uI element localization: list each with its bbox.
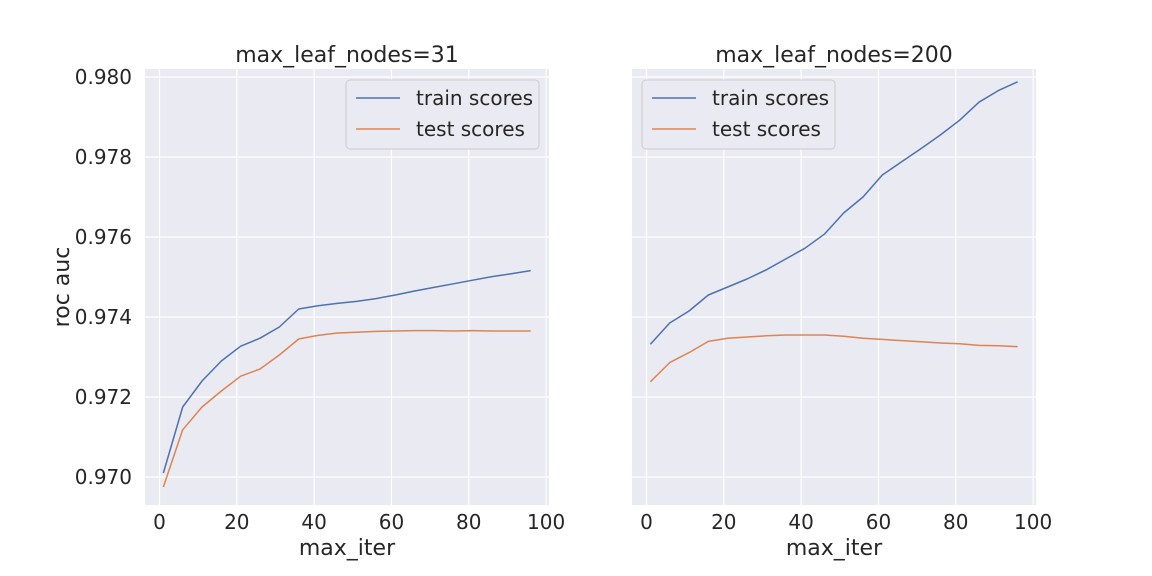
y-tick-label-left: 0.978: [75, 145, 132, 169]
x-ticks-left: 0 20 40 60 80 100: [153, 510, 565, 534]
chart-title-left: max_leaf_nodes=31: [235, 43, 459, 68]
x-tick-label-right: 20: [711, 510, 736, 534]
x-tick-label-right: 60: [866, 510, 891, 534]
subplot-right: 0 20 40 60 80 100 max_leaf_nodes=200 max_iter…: [632, 43, 1052, 561]
x-axis-label-left: max_iter: [299, 536, 396, 561]
x-axis-label-right: max_iter: [786, 536, 883, 561]
series-lines-right: [649, 81, 1018, 383]
test-scores-line-right: [649, 334, 1018, 383]
legend-left: train scores test scores: [345, 79, 540, 150]
x-tick-label-right: 0: [640, 510, 653, 534]
y-tick-label-left: 0.974: [75, 305, 132, 329]
x-tick-label-left: 0: [153, 510, 166, 534]
x-tick-label-left: 60: [379, 510, 404, 534]
y-tick-label-left: 0.972: [75, 385, 132, 409]
grid-right: [632, 69, 1036, 505]
y-ticks-left: 0.970 0.972 0.974 0.976 0.978 0.980: [75, 65, 132, 489]
legend-label-test-left: test scores: [416, 117, 525, 141]
chart-title-right: max_leaf_nodes=200: [715, 43, 953, 68]
y-axis-label-left: roc auc: [50, 247, 75, 328]
legend-label-test-right: test scores: [712, 117, 821, 141]
y-tick-label-left: 0.980: [75, 65, 132, 89]
y-tick-label-left: 0.970: [75, 465, 132, 489]
train-scores-line-right: [649, 81, 1018, 345]
x-tick-label-left: 80: [456, 510, 481, 534]
x-tick-label-right: 40: [788, 510, 813, 534]
train-scores-line-left: [162, 269, 531, 474]
series-lines-left: [162, 269, 531, 488]
x-tick-label-left: 40: [301, 510, 326, 534]
y-tick-label-left: 0.976: [75, 225, 132, 249]
x-tick-label-left: 20: [224, 510, 249, 534]
legend-right: train scores test scores: [641, 79, 836, 150]
test-scores-line-left: [162, 329, 531, 488]
x-tick-label-left: 100: [527, 510, 565, 534]
x-tick-label-right: 100: [1014, 510, 1052, 534]
x-ticks-right: 0 20 40 60 80 100: [640, 510, 1052, 534]
subplot-left: 0 20 40 60 80 100 0.9700.9720.9740.9760.9780.…: [50, 43, 565, 561]
x-tick-label-right: 80: [943, 510, 968, 534]
legend-label-train-left: train scores: [416, 86, 533, 110]
legend-label-train-right: train scores: [712, 86, 829, 110]
